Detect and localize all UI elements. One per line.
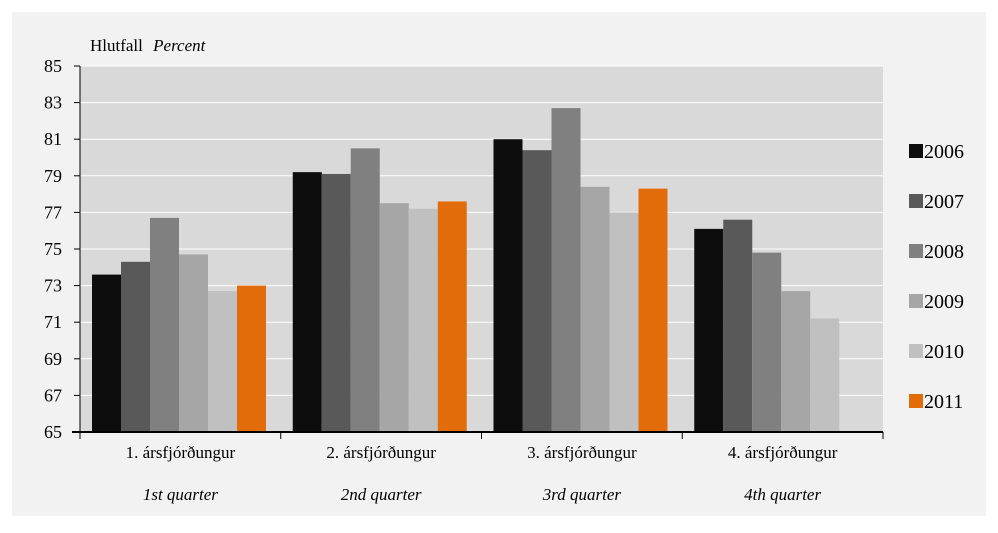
x-tick-label: 3. ársfjórðungur: [527, 443, 637, 462]
legend-label: 2008: [924, 241, 964, 263]
legend-label: 2009: [924, 291, 964, 313]
x-tick-label-sub: 2nd quarter: [341, 485, 422, 504]
y-tick-label: 69: [44, 349, 62, 369]
y-tick-label: 75: [44, 239, 62, 259]
x-tick-label: 4. ársfjórðungur: [728, 443, 838, 462]
bars: [92, 108, 840, 432]
legend-swatch: [909, 394, 923, 408]
y-tick-label: 79: [44, 166, 62, 186]
x-tick-label: 1. ársfjórðungur: [126, 443, 236, 462]
bar: [92, 274, 121, 432]
y-tick-label: 73: [44, 276, 62, 296]
axes: [72, 65, 884, 439]
y-axis-label: Hlutfall Percent: [90, 36, 207, 55]
x-tick-label: 2. ársfjórðungur: [326, 443, 436, 462]
bar: [752, 252, 782, 432]
bar: [292, 172, 322, 432]
y-tick-label: 83: [44, 93, 62, 113]
legend-label: 2006: [924, 141, 964, 163]
bar: [437, 201, 467, 432]
bar: [638, 188, 668, 432]
bar: [237, 285, 266, 432]
y-axis-label-main: Hlutfall: [90, 36, 143, 55]
bar: [179, 254, 208, 432]
y-tick-label: 81: [44, 129, 62, 149]
bar: [580, 186, 610, 432]
y-tick-label: 65: [44, 422, 62, 442]
bar: [150, 217, 179, 432]
bar: [379, 203, 409, 432]
bar: [551, 108, 581, 432]
bar: [350, 148, 380, 432]
bar: [121, 261, 150, 432]
legend-label: 2011: [924, 391, 963, 413]
x-tick-label-sub: 1st quarter: [143, 485, 218, 504]
x-tick-label-sub: 4th quarter: [744, 485, 821, 504]
legend-label: 2007: [924, 191, 964, 213]
bar: [723, 219, 753, 432]
bar: [493, 139, 523, 432]
legend-swatch: [909, 194, 923, 208]
bar: [208, 291, 237, 432]
legend-swatch: [909, 244, 923, 258]
y-tick-labels: 65 67 69 71 73 75 77 79 81 83 85: [44, 56, 62, 442]
y-tick-label: 67: [44, 385, 62, 405]
bar: [810, 318, 840, 432]
legend-label: 2010: [924, 341, 964, 363]
legend-swatch: [909, 344, 923, 358]
bar: [522, 150, 552, 432]
x-tick-labels: 1. ársfjórðungur 1st quarter 2. ársfjórðun…: [126, 443, 838, 504]
bar: [408, 208, 438, 432]
bar: [609, 212, 639, 432]
y-axis-label-sub: Percent: [152, 36, 207, 55]
bar: [781, 291, 811, 432]
legend-swatch: [909, 294, 923, 308]
y-tick-label: 71: [44, 312, 62, 332]
legend: 2006 2007 2008 2009 2010 2011: [909, 141, 964, 413]
bar: [321, 173, 351, 432]
legend-swatch: [909, 144, 923, 158]
bar: [694, 228, 724, 432]
y-tick-label: 85: [44, 56, 62, 76]
y-tick-label: 77: [44, 202, 62, 222]
x-tick-label-sub: 3rd quarter: [542, 485, 622, 504]
